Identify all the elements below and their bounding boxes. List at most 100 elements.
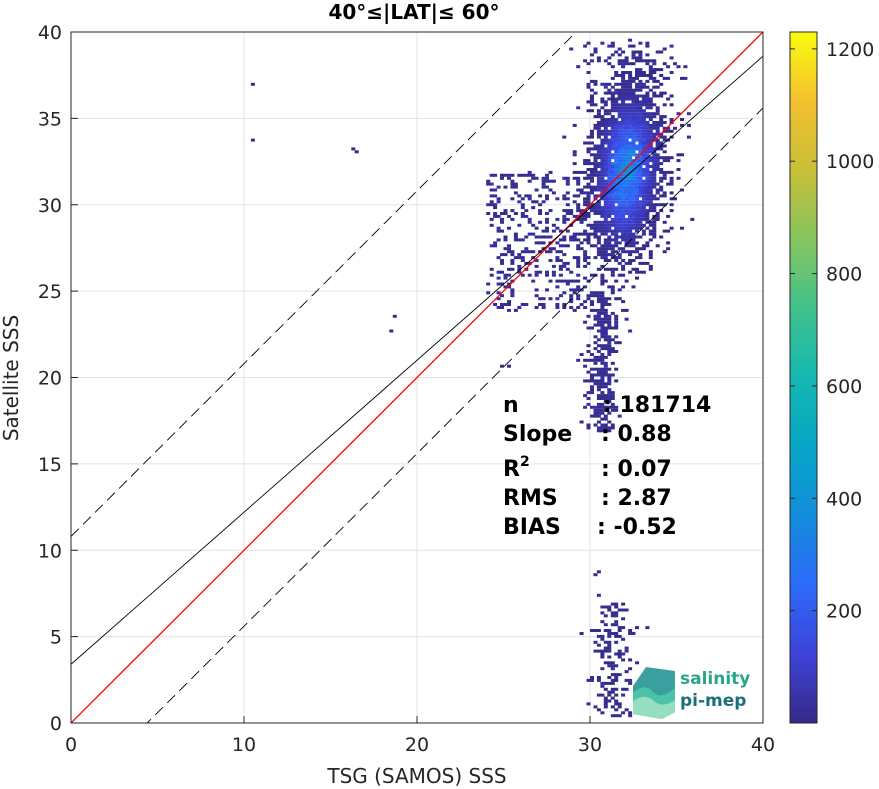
stat-n-value: : 181714 (603, 393, 711, 418)
density-cell (513, 256, 518, 260)
colorbar-tick-label: 1200 (826, 39, 874, 61)
density-cell (596, 420, 601, 424)
density-cell (628, 129, 633, 133)
density-cell (572, 232, 577, 236)
density-cell (659, 50, 664, 54)
density-cell (596, 112, 601, 116)
density-cell (596, 59, 601, 63)
density-cell (565, 282, 570, 286)
density-cell (614, 314, 619, 318)
density-cell (590, 391, 594, 395)
density-cell (607, 200, 612, 204)
density-cell (507, 176, 511, 180)
density-cell (593, 291, 598, 295)
density-cell (617, 153, 622, 157)
density-cell (576, 65, 581, 69)
density-cell (676, 153, 681, 157)
density-cell (551, 247, 556, 251)
density-cell (583, 306, 588, 309)
density-cell (603, 247, 608, 251)
density-cell (617, 109, 622, 113)
density-cell (603, 649, 608, 653)
density-cell (617, 162, 622, 166)
density-cell (590, 206, 594, 210)
density-cell (593, 229, 598, 233)
density-cell (593, 188, 598, 192)
density-cell (624, 97, 629, 101)
density-cell (583, 379, 588, 383)
density-cell (596, 311, 601, 315)
density-cell (655, 156, 660, 160)
density-cell (558, 259, 563, 262)
density-cell (565, 203, 570, 207)
density-cell (596, 629, 601, 632)
density-cell (631, 203, 636, 207)
density-cell (655, 50, 660, 54)
density-cell (621, 687, 626, 691)
density-cell (503, 247, 508, 251)
density-cell (603, 394, 608, 398)
density-cell (596, 223, 601, 227)
density-cell (590, 185, 594, 189)
density-cell (583, 364, 588, 368)
density-cell (617, 229, 622, 233)
density-cell (659, 235, 664, 239)
density-cell (603, 194, 608, 198)
density-cell (659, 185, 664, 189)
density-cell (590, 153, 594, 157)
density-cell (610, 217, 615, 221)
density-cell (500, 303, 504, 306)
density-cell (610, 253, 615, 257)
density-cell (645, 147, 650, 151)
density-cell (638, 85, 643, 89)
density-cell (545, 270, 549, 274)
density-cell (600, 382, 605, 386)
density-cell (645, 41, 650, 45)
density-cell (603, 197, 608, 201)
density-cell (666, 159, 671, 163)
density-cell (610, 147, 615, 151)
density-cell (590, 367, 594, 371)
density-cell (610, 91, 615, 95)
density-cell (548, 279, 553, 283)
density-cell (545, 185, 549, 189)
density-cell (600, 256, 605, 260)
density-cell (531, 250, 536, 254)
density-cell (628, 106, 633, 110)
density-cell (628, 191, 633, 195)
density-cell (507, 244, 511, 248)
density-cell (641, 126, 646, 130)
density-cell (541, 185, 546, 189)
colorbar-tick-label: 400 (826, 488, 862, 510)
density-cell (603, 705, 608, 709)
density-cell (641, 261, 646, 265)
density-cell (621, 214, 626, 218)
density-cell (614, 323, 619, 327)
density-cell (652, 206, 657, 210)
density-cell (603, 696, 608, 700)
density-cell (607, 82, 612, 86)
density-cell (555, 279, 560, 283)
density-cell (596, 238, 601, 242)
density-cell (673, 126, 677, 130)
density-cell (645, 162, 650, 166)
density-cell (631, 147, 636, 151)
density-cell (593, 573, 598, 577)
density-cell (652, 209, 657, 213)
density-cell (607, 681, 612, 685)
density-cell (551, 273, 556, 277)
density-cell (621, 226, 626, 230)
density-cell (648, 106, 653, 110)
density-cell (624, 687, 629, 691)
density-cell (593, 91, 598, 95)
density-cell (572, 194, 577, 198)
density-cell (635, 126, 639, 130)
density-cell (617, 53, 622, 57)
density-cell (669, 170, 674, 174)
density-cell (652, 170, 657, 174)
density-cell (603, 170, 608, 174)
density-cell (538, 270, 543, 274)
density-cell (603, 661, 608, 665)
density-cell (652, 220, 657, 224)
density-cell (621, 217, 626, 221)
